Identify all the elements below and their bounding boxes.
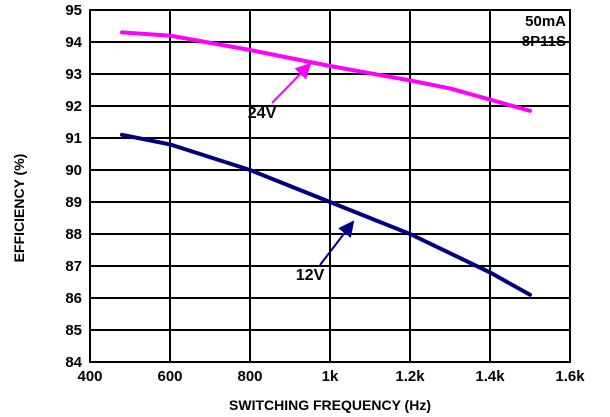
y-tick-label: 86 bbox=[65, 290, 82, 307]
arrow-24v bbox=[271, 62, 312, 104]
x-tick-label: 800 bbox=[237, 368, 262, 385]
series-label-12v: 12V bbox=[296, 267, 325, 284]
x-tick-label: 1.4k bbox=[475, 368, 505, 385]
plot-frame bbox=[89, 9, 571, 363]
annotation-current: 50mA bbox=[525, 13, 566, 30]
y-tick-label: 88 bbox=[65, 226, 82, 243]
x-tick-label: 600 bbox=[157, 368, 182, 385]
grid bbox=[89, 9, 571, 363]
annotation-config: 8P11S bbox=[522, 33, 566, 50]
series-line-24v bbox=[120, 30, 532, 113]
y-tick-label: 84 bbox=[65, 354, 82, 371]
y-tick-label: 92 bbox=[65, 98, 82, 115]
arrow-12v bbox=[319, 220, 355, 266]
x-tick-label: 400 bbox=[77, 368, 102, 385]
y-tick-label: 85 bbox=[65, 322, 82, 339]
series-label-24v: 24V bbox=[248, 105, 277, 122]
x-tick-label: 1k bbox=[322, 368, 339, 385]
x-tick-label: 1.6k bbox=[555, 368, 585, 385]
y-tick-label: 91 bbox=[65, 130, 82, 147]
series-layer bbox=[120, 30, 532, 297]
arrow-layer bbox=[271, 62, 355, 266]
series-line-12v bbox=[120, 132, 532, 297]
x-tick-label: 1.2k bbox=[395, 368, 425, 385]
x-axis-title: SWITCHING FREQUENCY (Hz) bbox=[229, 397, 431, 413]
y-tick-label: 89 bbox=[65, 194, 82, 211]
y-tick-label: 93 bbox=[65, 66, 82, 83]
tick-labels: 400 600 800 1k 1.2k 1.4k 1.6k 84 85 86 87 88 89 90 91 9… bbox=[65, 2, 585, 385]
y-tick-label: 87 bbox=[65, 258, 82, 275]
y-tick-label: 95 bbox=[65, 2, 82, 19]
y-tick-label: 90 bbox=[65, 162, 82, 179]
y-axis-title: EFFICIENCY (%) bbox=[11, 154, 27, 263]
y-tick-label: 94 bbox=[65, 34, 82, 51]
